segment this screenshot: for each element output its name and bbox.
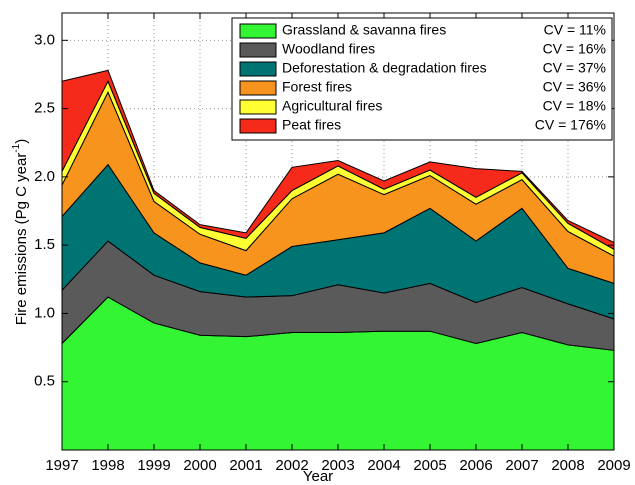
x-tick-label: 2008 bbox=[551, 457, 584, 474]
legend-label: Agricultural fires bbox=[282, 98, 382, 114]
y-tick-label: 1.5 bbox=[34, 236, 55, 253]
legend-swatch bbox=[239, 42, 277, 58]
x-tick-label: 1999 bbox=[137, 457, 170, 474]
y-axis-label: Fire emissions (Pg C year-1) bbox=[11, 139, 30, 325]
x-axis-label: Year bbox=[303, 468, 333, 485]
legend-label: Deforestation & degradation fires bbox=[282, 60, 487, 76]
x-tick-label: 2002 bbox=[275, 457, 308, 474]
x-tick-label: 2004 bbox=[367, 457, 400, 474]
legend-label: Peat fires bbox=[282, 117, 341, 133]
legend-cv: CV = 18% bbox=[543, 98, 606, 114]
x-tick-label: 2003 bbox=[321, 457, 354, 474]
legend-swatch bbox=[239, 99, 277, 115]
legend: Grassland & savanna fires CV = 11% Woodlan… bbox=[231, 17, 613, 141]
legend-cv: CV = 36% bbox=[543, 79, 606, 95]
y-tick-label: 3.0 bbox=[34, 31, 55, 48]
legend-cv: CV = 16% bbox=[543, 41, 606, 57]
y-label-sup: -1 bbox=[11, 143, 22, 152]
legend-swatch bbox=[239, 118, 277, 134]
y-tick-label: 1.0 bbox=[34, 304, 55, 321]
legend-cv: CV = 176% bbox=[535, 117, 606, 133]
x-tick-label: 1997 bbox=[45, 457, 78, 474]
legend-label: Woodland fires bbox=[282, 41, 375, 57]
plot-frame bbox=[61, 12, 615, 451]
x-tick-label: 2000 bbox=[183, 457, 216, 474]
legend-swatch bbox=[239, 80, 277, 96]
legend-cv: CV = 37% bbox=[543, 60, 606, 76]
x-tick-label: 2005 bbox=[413, 457, 446, 474]
y-tick-label: 2.5 bbox=[34, 100, 55, 117]
legend-label: Grassland & savanna fires bbox=[282, 22, 446, 38]
legend-label: Forest fires bbox=[282, 79, 352, 95]
x-tick-label: 1998 bbox=[91, 457, 124, 474]
x-tick-label: 2009 bbox=[597, 457, 630, 474]
legend-swatch bbox=[239, 61, 277, 77]
y-label-main: Fire emissions (Pg C year bbox=[13, 153, 30, 326]
x-tick-label: 2006 bbox=[459, 457, 492, 474]
legend-cv: CV = 11% bbox=[544, 22, 606, 38]
y-tick-label: 2.0 bbox=[34, 168, 55, 185]
x-tick-label: 2007 bbox=[505, 457, 538, 474]
x-tick-label: 2001 bbox=[229, 457, 262, 474]
legend-box bbox=[231, 17, 613, 141]
legend-swatch bbox=[239, 23, 277, 39]
y-tick-label: 0.5 bbox=[34, 373, 55, 390]
y-label-end: ) bbox=[13, 139, 30, 144]
